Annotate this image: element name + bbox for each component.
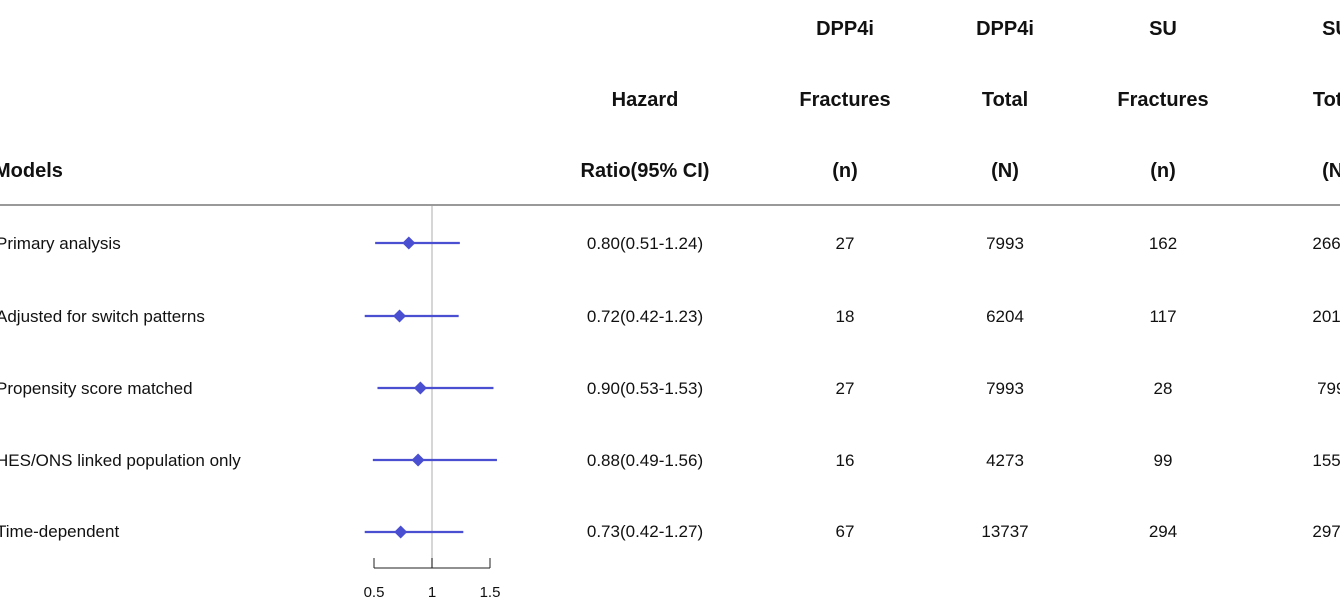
x-tick-label: 0.5: [364, 584, 385, 601]
dpp-fractures: 16: [835, 451, 855, 470]
header-rule: [0, 204, 1340, 206]
hr-point: [394, 525, 408, 539]
dpp-fractures: 27: [835, 234, 855, 253]
model-label: Time-dependent: [0, 522, 120, 541]
hr-text: 0.73(0.42-1.27): [586, 522, 704, 541]
su-fractures: 99: [1153, 451, 1173, 470]
su-total: 29763: [1312, 522, 1340, 541]
hr-text: 0.80(0.51-1.24): [586, 234, 704, 253]
hr-text: 0.90(0.53-1.53): [586, 379, 704, 398]
su-total: 7993: [1317, 379, 1340, 398]
header-models: Models: [0, 160, 63, 182]
hr-point: [393, 309, 407, 323]
dpp-total: 7993: [986, 379, 1024, 398]
model-label: HES/ONS linked population only: [0, 451, 241, 470]
dpp-total: 4273: [986, 451, 1024, 470]
x-tick-label: 1: [428, 584, 436, 601]
dpp-fractures: 27: [835, 379, 855, 398]
model-label: Propensity score matched: [0, 379, 193, 398]
hr-text: 0.72(0.42-1.23): [586, 307, 704, 326]
su-fractures: 117: [1149, 307, 1177, 326]
x-tick-label: 1.5: [480, 584, 501, 601]
su-fractures: 162: [1148, 234, 1178, 253]
su-fractures: 28: [1153, 379, 1173, 398]
su-total: 26636: [1312, 234, 1340, 253]
hr-text: 0.88(0.49-1.56): [586, 451, 704, 470]
hr-point: [402, 236, 416, 250]
dpp-fractures: 18: [835, 307, 855, 326]
su-fractures: 294: [1148, 522, 1178, 541]
dpp-total: 7993: [986, 234, 1024, 253]
su-total: 20145: [1312, 307, 1340, 326]
model-label: Adjusted for switch patterns: [0, 307, 205, 326]
hr-point: [411, 453, 425, 467]
dpp-fractures: 67: [835, 522, 855, 541]
dpp-total: 6204: [986, 307, 1024, 326]
su-total: 15510: [1312, 451, 1340, 470]
hr-point: [413, 381, 427, 395]
model-label: Primary analysis: [0, 234, 121, 253]
dpp-total: 13737: [981, 522, 1029, 541]
